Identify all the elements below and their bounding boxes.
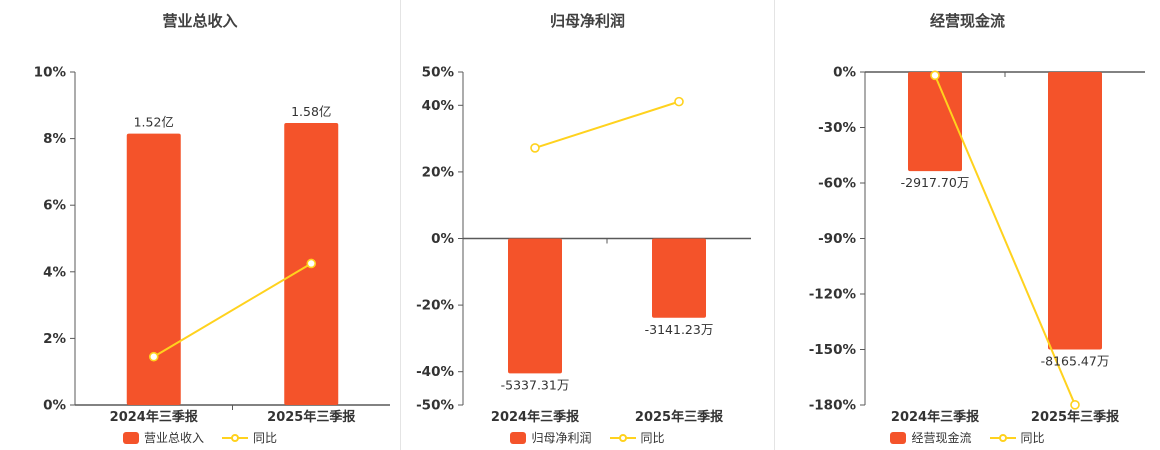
legend-item-revenue-yoy[interactable]: 同比 <box>222 429 277 446</box>
svg-text:-90%: -90% <box>818 231 856 247</box>
line-marker[interactable] <box>148 351 159 362</box>
bar[interactable] <box>1048 72 1102 350</box>
line-series-icon <box>989 433 1016 443</box>
legend-bar-label: 营业总收入 <box>143 431 204 445</box>
legend-line-marker <box>618 433 627 442</box>
legend-line-label: 同比 <box>640 431 665 445</box>
legend-bar-label: 归母净利润 <box>531 431 592 445</box>
svg-text:0%: 0% <box>431 231 454 247</box>
svg-text:-60%: -60% <box>818 176 856 192</box>
chart-panel-net-profit: 归母净利润 -50% -40% -20% 0% 20% 40% 50% -5337.31万 20… <box>400 0 775 450</box>
line-marker[interactable] <box>674 96 684 107</box>
chart-title-revenue: 营业总收入 <box>162 12 238 30</box>
svg-text:-150%: -150% <box>809 342 857 358</box>
svg-text:-180%: -180% <box>809 398 857 414</box>
line-marker[interactable] <box>306 258 317 269</box>
svg-text:20%: 20% <box>422 164 455 180</box>
svg-text:0%: 0% <box>833 65 856 81</box>
svg-text:-50%: -50% <box>416 398 454 414</box>
legend-item-net-profit-bar[interactable]: 归母净利润 <box>510 429 592 446</box>
svg-text:2%: 2% <box>43 331 66 347</box>
line-marker[interactable] <box>930 70 940 81</box>
axis-group <box>70 71 390 410</box>
line-series-group[interactable] <box>530 96 684 153</box>
line-series-icon <box>222 433 248 443</box>
net-profit-legend: 归母净利润 同比 <box>401 429 774 446</box>
svg-text:1.52亿: 1.52亿 <box>134 115 174 130</box>
svg-text:2025年三季报: 2025年三季报 <box>635 409 724 425</box>
line-marker[interactable] <box>1070 400 1080 410</box>
labels-group: -180% -150% -120% -90% -60% -30% 0% -2917.70万 20… <box>809 65 1120 426</box>
svg-text:0%: 0% <box>43 398 66 414</box>
chart-panel-cash-flow: 经营现金流 -180% -150% -120% -90% -60% -30% 0% -2917… <box>775 0 1160 450</box>
svg-text:6%: 6% <box>43 198 66 214</box>
svg-text:40%: 40% <box>422 98 455 114</box>
net-profit-chart-canvas[interactable]: -50% -40% -20% 0% 20% 40% 50% -5337.31万 2024年三季报… <box>401 0 776 450</box>
svg-text:2024年三季报: 2024年三季报 <box>491 409 580 425</box>
line-series-group[interactable] <box>148 258 317 362</box>
svg-text:2024年三季报: 2024年三季报 <box>891 409 980 425</box>
bar-series-group[interactable] <box>508 238 706 374</box>
line-series-icon <box>609 433 636 443</box>
svg-text:-20%: -20% <box>416 298 454 314</box>
bar-series-icon <box>510 431 527 444</box>
legend-item-cash-flow-bar[interactable]: 经营现金流 <box>890 429 972 446</box>
bar[interactable] <box>908 72 962 172</box>
svg-text:-2917.70万: -2917.70万 <box>901 175 970 190</box>
line-series-group[interactable] <box>930 70 1080 410</box>
svg-text:2025年三季报: 2025年三季报 <box>267 409 356 425</box>
axis-group <box>458 71 751 406</box>
line-marker[interactable] <box>530 143 540 153</box>
bar[interactable] <box>126 133 181 406</box>
revenue-legend: 营业总收入 同比 <box>0 429 400 446</box>
legend-line-marker <box>998 433 1007 442</box>
chart-title-cash-flow: 经营现金流 <box>929 12 1005 30</box>
legend-line-marker <box>231 433 239 442</box>
svg-text:-3141.23万: -3141.23万 <box>645 322 714 337</box>
bar-series-group[interactable] <box>908 72 1102 350</box>
svg-text:-8165.47万: -8165.47万 <box>1041 354 1110 369</box>
cash-flow-legend: 经营现金流 同比 <box>775 429 1160 446</box>
bar-series-icon <box>890 431 907 444</box>
bar-series-icon <box>122 431 139 444</box>
svg-text:-5337.31万: -5337.31万 <box>501 377 570 392</box>
svg-text:-120%: -120% <box>809 287 857 303</box>
bar[interactable] <box>652 238 706 318</box>
labels-group: -50% -40% -20% 0% 20% 40% 50% -5337.31万 2024年三季报… <box>416 65 724 426</box>
svg-text:2024年三季报: 2024年三季报 <box>110 409 199 425</box>
bar[interactable] <box>508 238 562 374</box>
chart-panel-revenue: 营业总收入 0% 2% 4% 6% 8% 10% 1.52亿 2024年三季报 1.58亿 202… <box>0 0 400 450</box>
svg-text:-40%: -40% <box>416 364 454 380</box>
chart-title-net-profit: 归母净利润 <box>549 12 625 30</box>
revenue-chart-canvas[interactable]: 0% 2% 4% 6% 8% 10% 1.52亿 2024年三季报 1.58亿 2025年三季报 <box>0 0 400 450</box>
svg-text:8%: 8% <box>43 131 66 147</box>
legend-item-revenue-bar[interactable]: 营业总收入 <box>122 429 204 446</box>
legend-item-cash-flow-yoy[interactable]: 同比 <box>989 429 1045 446</box>
svg-text:1.58亿: 1.58亿 <box>291 104 331 119</box>
svg-text:10%: 10% <box>34 65 67 81</box>
legend-line-label: 同比 <box>253 431 278 445</box>
legend-bar-label: 经营现金流 <box>911 431 972 445</box>
labels-group: 0% 2% 4% 6% 8% 10% 1.52亿 2024年三季报 1.58亿 2025年三季报 <box>34 65 357 426</box>
svg-text:50%: 50% <box>422 65 455 81</box>
svg-text:-30%: -30% <box>818 120 856 136</box>
cash-flow-chart-canvas[interactable]: -180% -150% -120% -90% -60% -30% 0% -2917.70万 20… <box>775 0 1160 450</box>
legend-item-net-profit-yoy[interactable]: 同比 <box>609 429 665 446</box>
legend-line-label: 同比 <box>1020 431 1045 445</box>
svg-text:4%: 4% <box>43 264 66 280</box>
svg-text:2025年三季报: 2025年三季报 <box>1031 409 1120 425</box>
